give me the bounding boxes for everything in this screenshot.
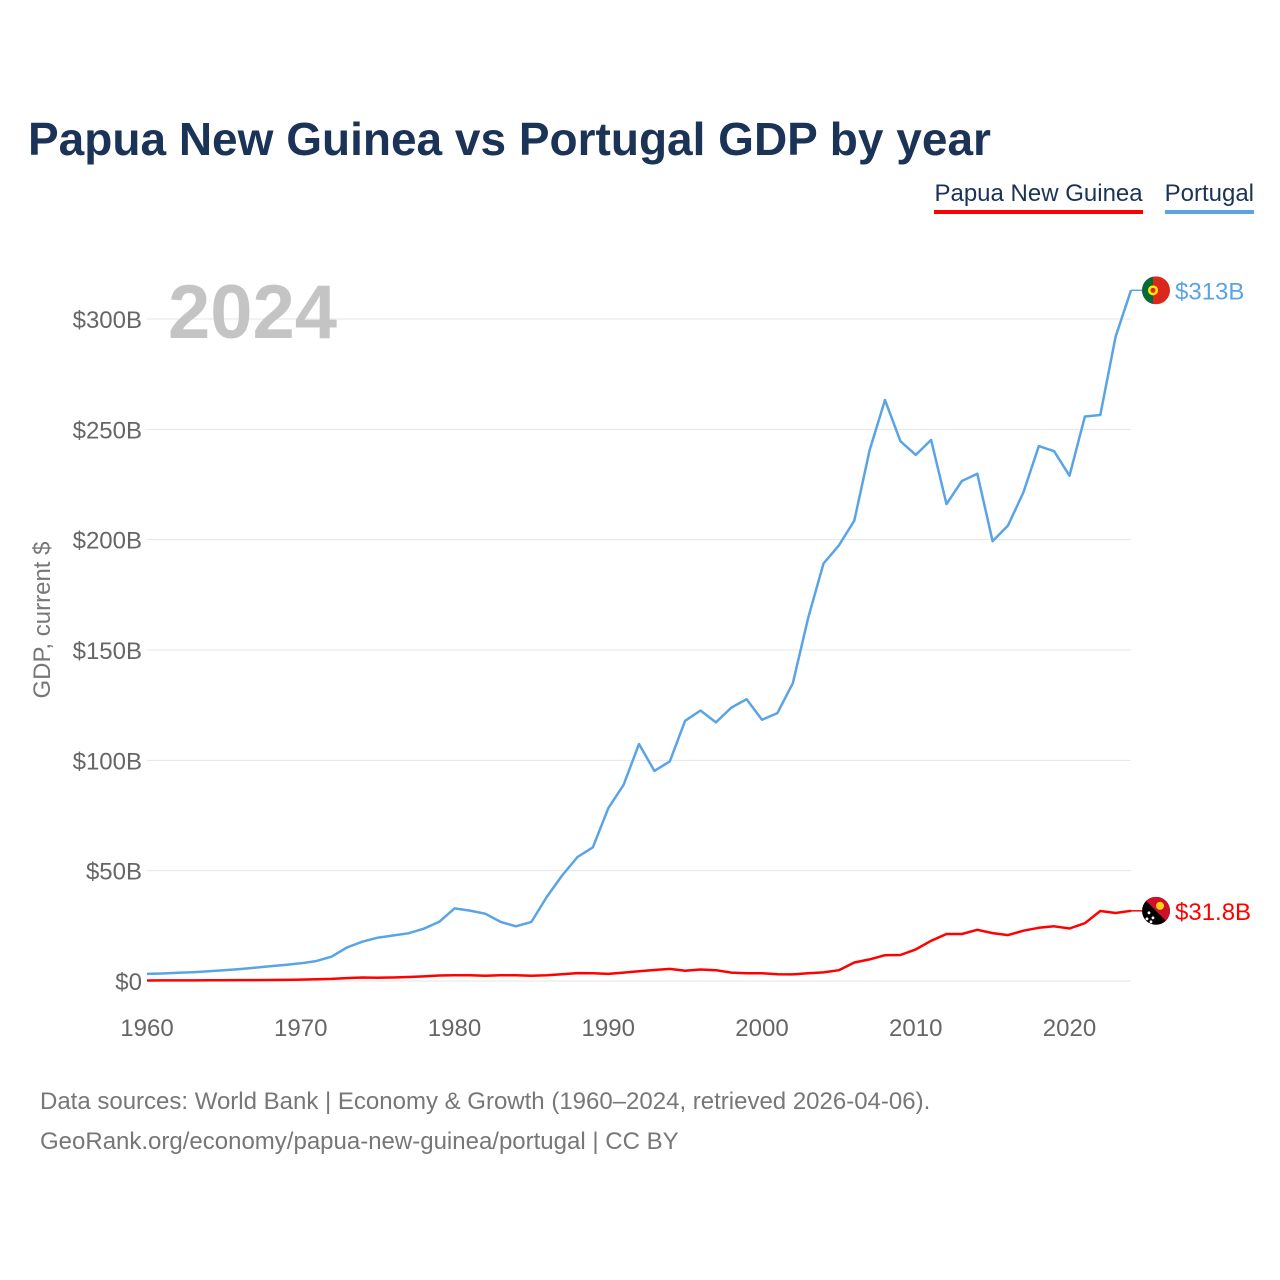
x-tick-label: 2000 bbox=[735, 1015, 788, 1042]
x-tick-label: 1970 bbox=[274, 1015, 327, 1042]
legend-item-papua-new-guinea[interactable]: Papua New Guinea bbox=[934, 180, 1143, 214]
series-line-portugal[interactable] bbox=[146, 289, 1133, 976]
chart-title: Papua New Guinea vs Portugal GDP by year bbox=[28, 113, 991, 165]
y-tick-label: $200B bbox=[73, 528, 142, 555]
y-tick-label: $50B bbox=[86, 859, 142, 886]
series-lines bbox=[146, 289, 1133, 982]
x-tick-label: 1980 bbox=[428, 1015, 481, 1042]
papua-new-guinea-flag-icon bbox=[1142, 896, 1170, 925]
end-labels: $313B $31.8B bbox=[1131, 276, 1251, 926]
end-value-portugal: $313B bbox=[1175, 278, 1244, 305]
source-note: Data sources: World Bank | Economy & Gro… bbox=[40, 1082, 930, 1162]
series-line-papua-new-guinea[interactable] bbox=[146, 909, 1132, 982]
x-axis-ticks: 1960 1970 1980 1990 2000 2010 2020 bbox=[120, 1015, 1096, 1042]
x-tick-label: 2010 bbox=[889, 1015, 942, 1042]
y-tick-label: $250B bbox=[73, 417, 142, 444]
legend-item-portugal[interactable]: Portugal bbox=[1164, 180, 1254, 214]
source-line-1: Data sources: World Bank | Economy & Gro… bbox=[40, 1088, 931, 1115]
grid-lines bbox=[147, 318, 1131, 982]
y-tick-label: $0 bbox=[115, 969, 142, 996]
x-tick-label: 2020 bbox=[1043, 1015, 1096, 1042]
y-axis-ticks: $0 $50B $100B $150B $200B $250B $300B bbox=[73, 307, 142, 996]
source-line-2: GeoRank.org/economy/papua-new-guinea/por… bbox=[40, 1128, 679, 1155]
year-watermark: 2024 bbox=[168, 270, 337, 355]
y-tick-label: $300B bbox=[73, 307, 142, 334]
x-tick-label: 1960 bbox=[120, 1015, 173, 1042]
y-tick-label: $100B bbox=[73, 748, 142, 775]
x-tick-label: 1990 bbox=[582, 1015, 635, 1042]
end-value-papua-new-guinea: $31.8B bbox=[1175, 899, 1251, 926]
y-axis-title: GDP, current $ bbox=[29, 542, 56, 699]
portugal-flag-icon bbox=[1142, 276, 1170, 305]
legend: Papua New Guinea Portugal bbox=[934, 180, 1254, 214]
y-tick-label: $150B bbox=[73, 638, 142, 665]
